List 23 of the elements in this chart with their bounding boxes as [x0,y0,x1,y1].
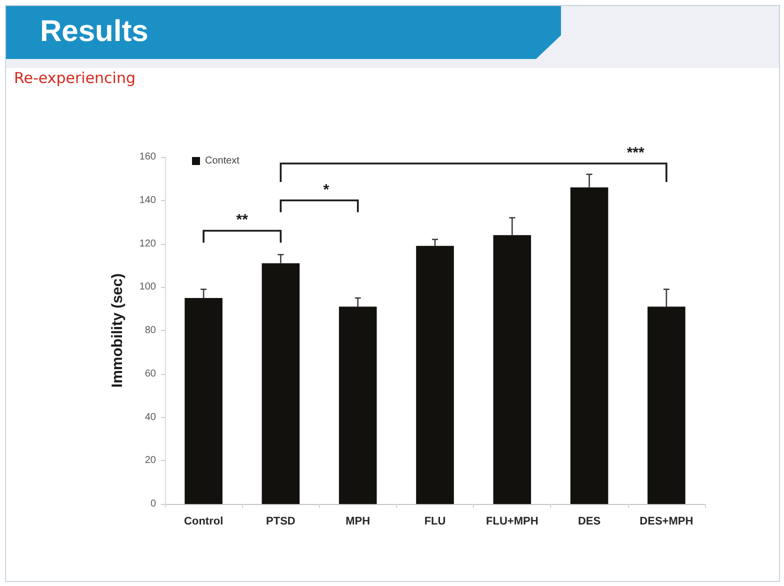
x-tick-label: PTSD [266,516,296,528]
y-tick-label: 60 [144,368,156,380]
x-tick-label: FLU+MPH [486,516,538,528]
y-tick-label: 120 [139,238,156,250]
x-tick-label: DES [578,516,601,528]
legend-label: Context [205,156,240,166]
y-tick-label: 100 [139,282,156,293]
annotation: * [323,181,330,198]
y-tick-label: 80 [144,325,156,336]
x-tick-label: FLU [424,516,446,528]
y-tick-label: 160 [139,152,156,162]
y-axis-title: Immobility (sec) [109,273,126,388]
y-tick-label: 140 [139,194,156,206]
y-tick-label: 40 [144,412,156,423]
chart-title: Results [40,14,148,50]
y-tick-label: 0 [150,498,156,510]
annotation: *** [626,144,644,162]
chart-subtitle: Re-experiencing [14,68,136,88]
x-tick-label: MPH [346,516,370,528]
y-tick-label: 20 [144,455,156,466]
annotation: ** [236,212,248,229]
x-tick-label: Control [184,516,224,528]
x-tick-label: DES+MPH [640,516,694,528]
